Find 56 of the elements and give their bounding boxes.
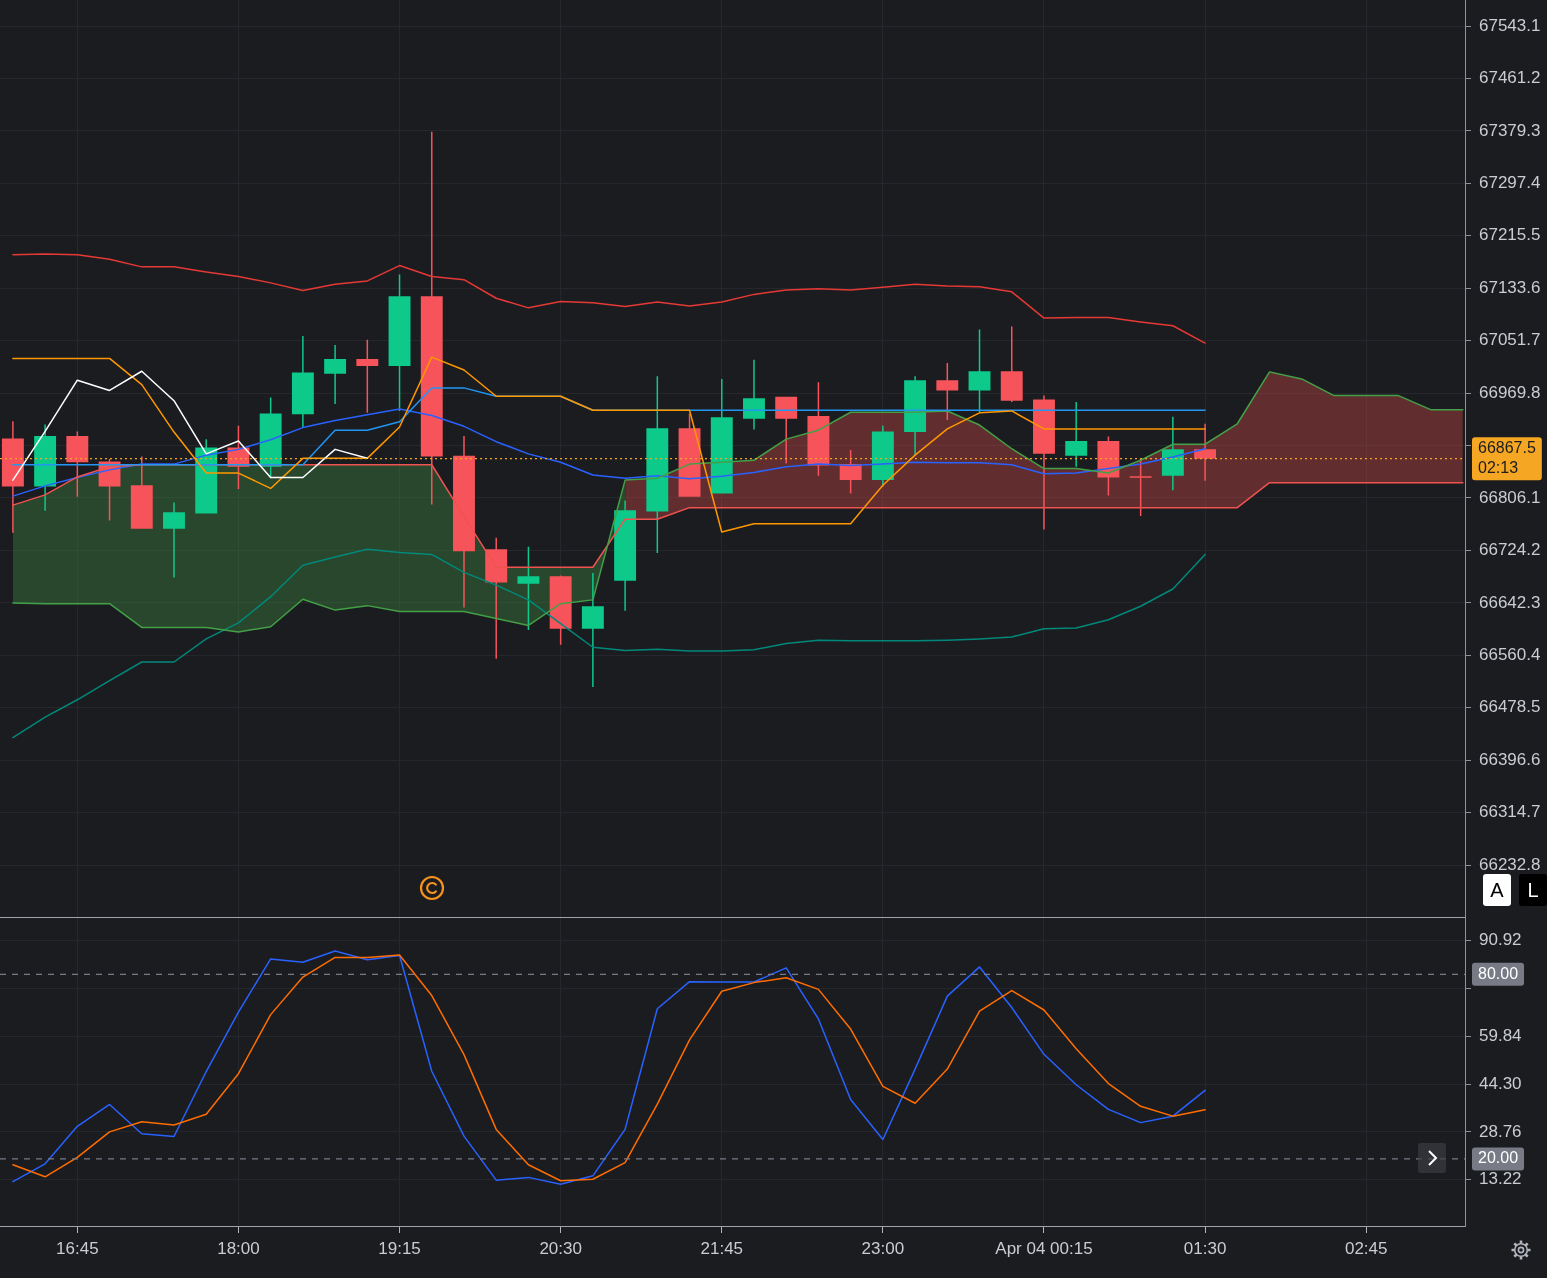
candlestick: [581, 572, 604, 687]
x-tick-label: 01:30: [1183, 1238, 1227, 1258]
y-tick-label: 67543.1: [1479, 15, 1541, 35]
ref-line-label: 80.00: [1478, 964, 1519, 982]
x-tick-label: 18:00: [217, 1238, 260, 1258]
candlestick: [34, 424, 57, 511]
ref-line-label: 20.00: [1478, 1149, 1519, 1167]
candlestick: [324, 344, 347, 404]
y-tick-label: 66478.5: [1479, 697, 1541, 717]
y-tick-label: 66232.8: [1479, 854, 1541, 874]
candlestick: [163, 502, 185, 578]
y-tick-label: 66642.3: [1479, 592, 1541, 612]
y-tick-label: 13.22: [1479, 1169, 1522, 1189]
y-tick-label: 28.76: [1479, 1121, 1522, 1141]
y-tick-label: 59.84: [1479, 1026, 1522, 1046]
y-tick-label: 44.30: [1479, 1073, 1522, 1093]
y-tick-label: 67461.2: [1479, 68, 1541, 88]
y-tick-label: 66396.6: [1479, 749, 1541, 769]
y-tick-label: 66969.8: [1479, 382, 1541, 402]
x-tick-label: Apr 04 00:15: [995, 1238, 1093, 1258]
candlestick: [743, 359, 765, 430]
candlestick: [259, 397, 282, 479]
candlestick: [710, 378, 733, 494]
candlestick: [614, 500, 637, 611]
x-tick-label: 20:30: [539, 1238, 582, 1258]
y-tick-label: 67051.7: [1479, 330, 1541, 350]
candlestick: [936, 362, 959, 420]
candlestick: [1000, 326, 1023, 402]
x-tick-label: 16:45: [56, 1238, 99, 1258]
candlestick: [807, 382, 830, 476]
candlestick: [775, 396, 798, 464]
candlestick: [1097, 436, 1120, 496]
y-tick-label: 90.92: [1479, 930, 1522, 950]
x-tick-label: 19:15: [378, 1238, 421, 1258]
candlestick: [388, 274, 411, 411]
y-tick-label: 67133.6: [1479, 277, 1541, 297]
x-tick-label: 23:00: [861, 1238, 905, 1258]
y-tick-label: 67215.5: [1479, 225, 1541, 245]
candlestick: [904, 376, 927, 456]
y-tick-label: 66806.1: [1479, 487, 1541, 507]
y-tick-label: 66560.4: [1479, 645, 1541, 665]
y-tick-label: 67297.4: [1479, 173, 1541, 193]
candlestick: [549, 575, 572, 645]
candlestick: [291, 336, 314, 428]
y-tick-label: 66724.2: [1479, 540, 1541, 560]
x-tick-label: 21:45: [700, 1238, 744, 1258]
candlestick: [646, 376, 669, 554]
toggle-button: A: [1483, 874, 1511, 906]
candlestick: [1161, 416, 1184, 491]
x-tick-label: 02:45: [1344, 1238, 1388, 1258]
toggle-button: L: [1519, 874, 1547, 906]
y-tick-label: 67379.3: [1479, 120, 1541, 140]
candlestick: [1065, 401, 1088, 467]
ref-line-label: 66867.5 02:13: [1478, 439, 1536, 477]
candlestick: [871, 425, 894, 487]
y-tick-label: 66314.7: [1479, 802, 1541, 822]
